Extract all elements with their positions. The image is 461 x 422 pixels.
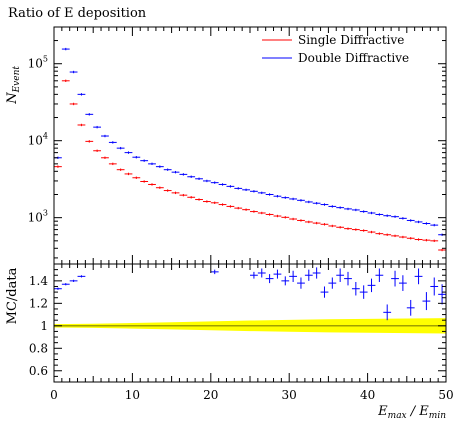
ratio-x-axis-label: Emax / Emin xyxy=(377,404,446,421)
ratio-xtick-label-0: 0 xyxy=(50,388,58,402)
ratio-xtick-label-5: 50 xyxy=(438,388,453,402)
main-y-axis-label-sub: Event xyxy=(12,66,22,94)
ratio-ytick-label-4: 1.4 xyxy=(29,274,48,288)
main-ytick-label-1: 104 xyxy=(28,132,48,148)
x-label-part-max: max xyxy=(388,411,407,421)
main-y-axis-label-main: N xyxy=(5,92,20,105)
x-label-part-slash: / E xyxy=(407,404,430,419)
main-ytick-base: 10 xyxy=(28,57,43,71)
main-ytick-exp: 3 xyxy=(43,209,48,218)
main-ytick-exp: 4 xyxy=(43,132,48,141)
ratio-ytick-label-0: 0.6 xyxy=(29,364,48,378)
ratio-ytick-label-1: 0.8 xyxy=(29,341,48,355)
main-series-layer xyxy=(54,47,446,252)
ratio-panel: 0.6 0.8 1 1.2 1.4 0 10 20 30 40 50 MC/data Emax /… xyxy=(5,263,454,421)
series-0 xyxy=(54,79,446,252)
ratio-ytick-label-3: 1.2 xyxy=(29,296,48,310)
ratio-y-ticks: 0.6 0.8 1 1.2 1.4 xyxy=(29,263,446,383)
main-y-axis-label: NEvent xyxy=(5,66,22,105)
ratio-band-layer xyxy=(54,318,446,334)
main-ytick-base: 10 xyxy=(28,134,43,148)
ratio-xtick-label-1: 10 xyxy=(125,388,140,402)
x-label-part-e1: E xyxy=(377,404,388,419)
main-ytick-exp: 5 xyxy=(43,55,48,64)
series-1 xyxy=(54,47,446,236)
ratio-y-axis-label: MC/data xyxy=(5,267,20,324)
legend-label-double: Double Diffractive xyxy=(298,51,409,65)
ratio-series-layer xyxy=(54,267,446,321)
legend-label-single: Single Diffractive xyxy=(298,33,404,47)
legend: Single Diffractive Double Diffractive xyxy=(262,33,409,65)
main-ytick-base: 10 xyxy=(28,211,43,225)
main-ytick-label-0: 103 xyxy=(28,209,48,225)
ratio-xtick-label-4: 40 xyxy=(360,388,375,402)
ratio-xtick-label-2: 20 xyxy=(203,388,218,402)
ratio-x-ticks: 0 10 20 30 40 50 xyxy=(50,264,454,402)
x-label-part-min: min xyxy=(429,411,446,421)
ratio-ytick-label-2: 1 xyxy=(40,319,48,333)
chart-title: Ratio of E deposition xyxy=(8,6,147,21)
ratio-xtick-label-3: 30 xyxy=(282,388,297,402)
main-ytick-label-2: 105 xyxy=(28,55,48,71)
main-x-ticks xyxy=(53,27,447,264)
